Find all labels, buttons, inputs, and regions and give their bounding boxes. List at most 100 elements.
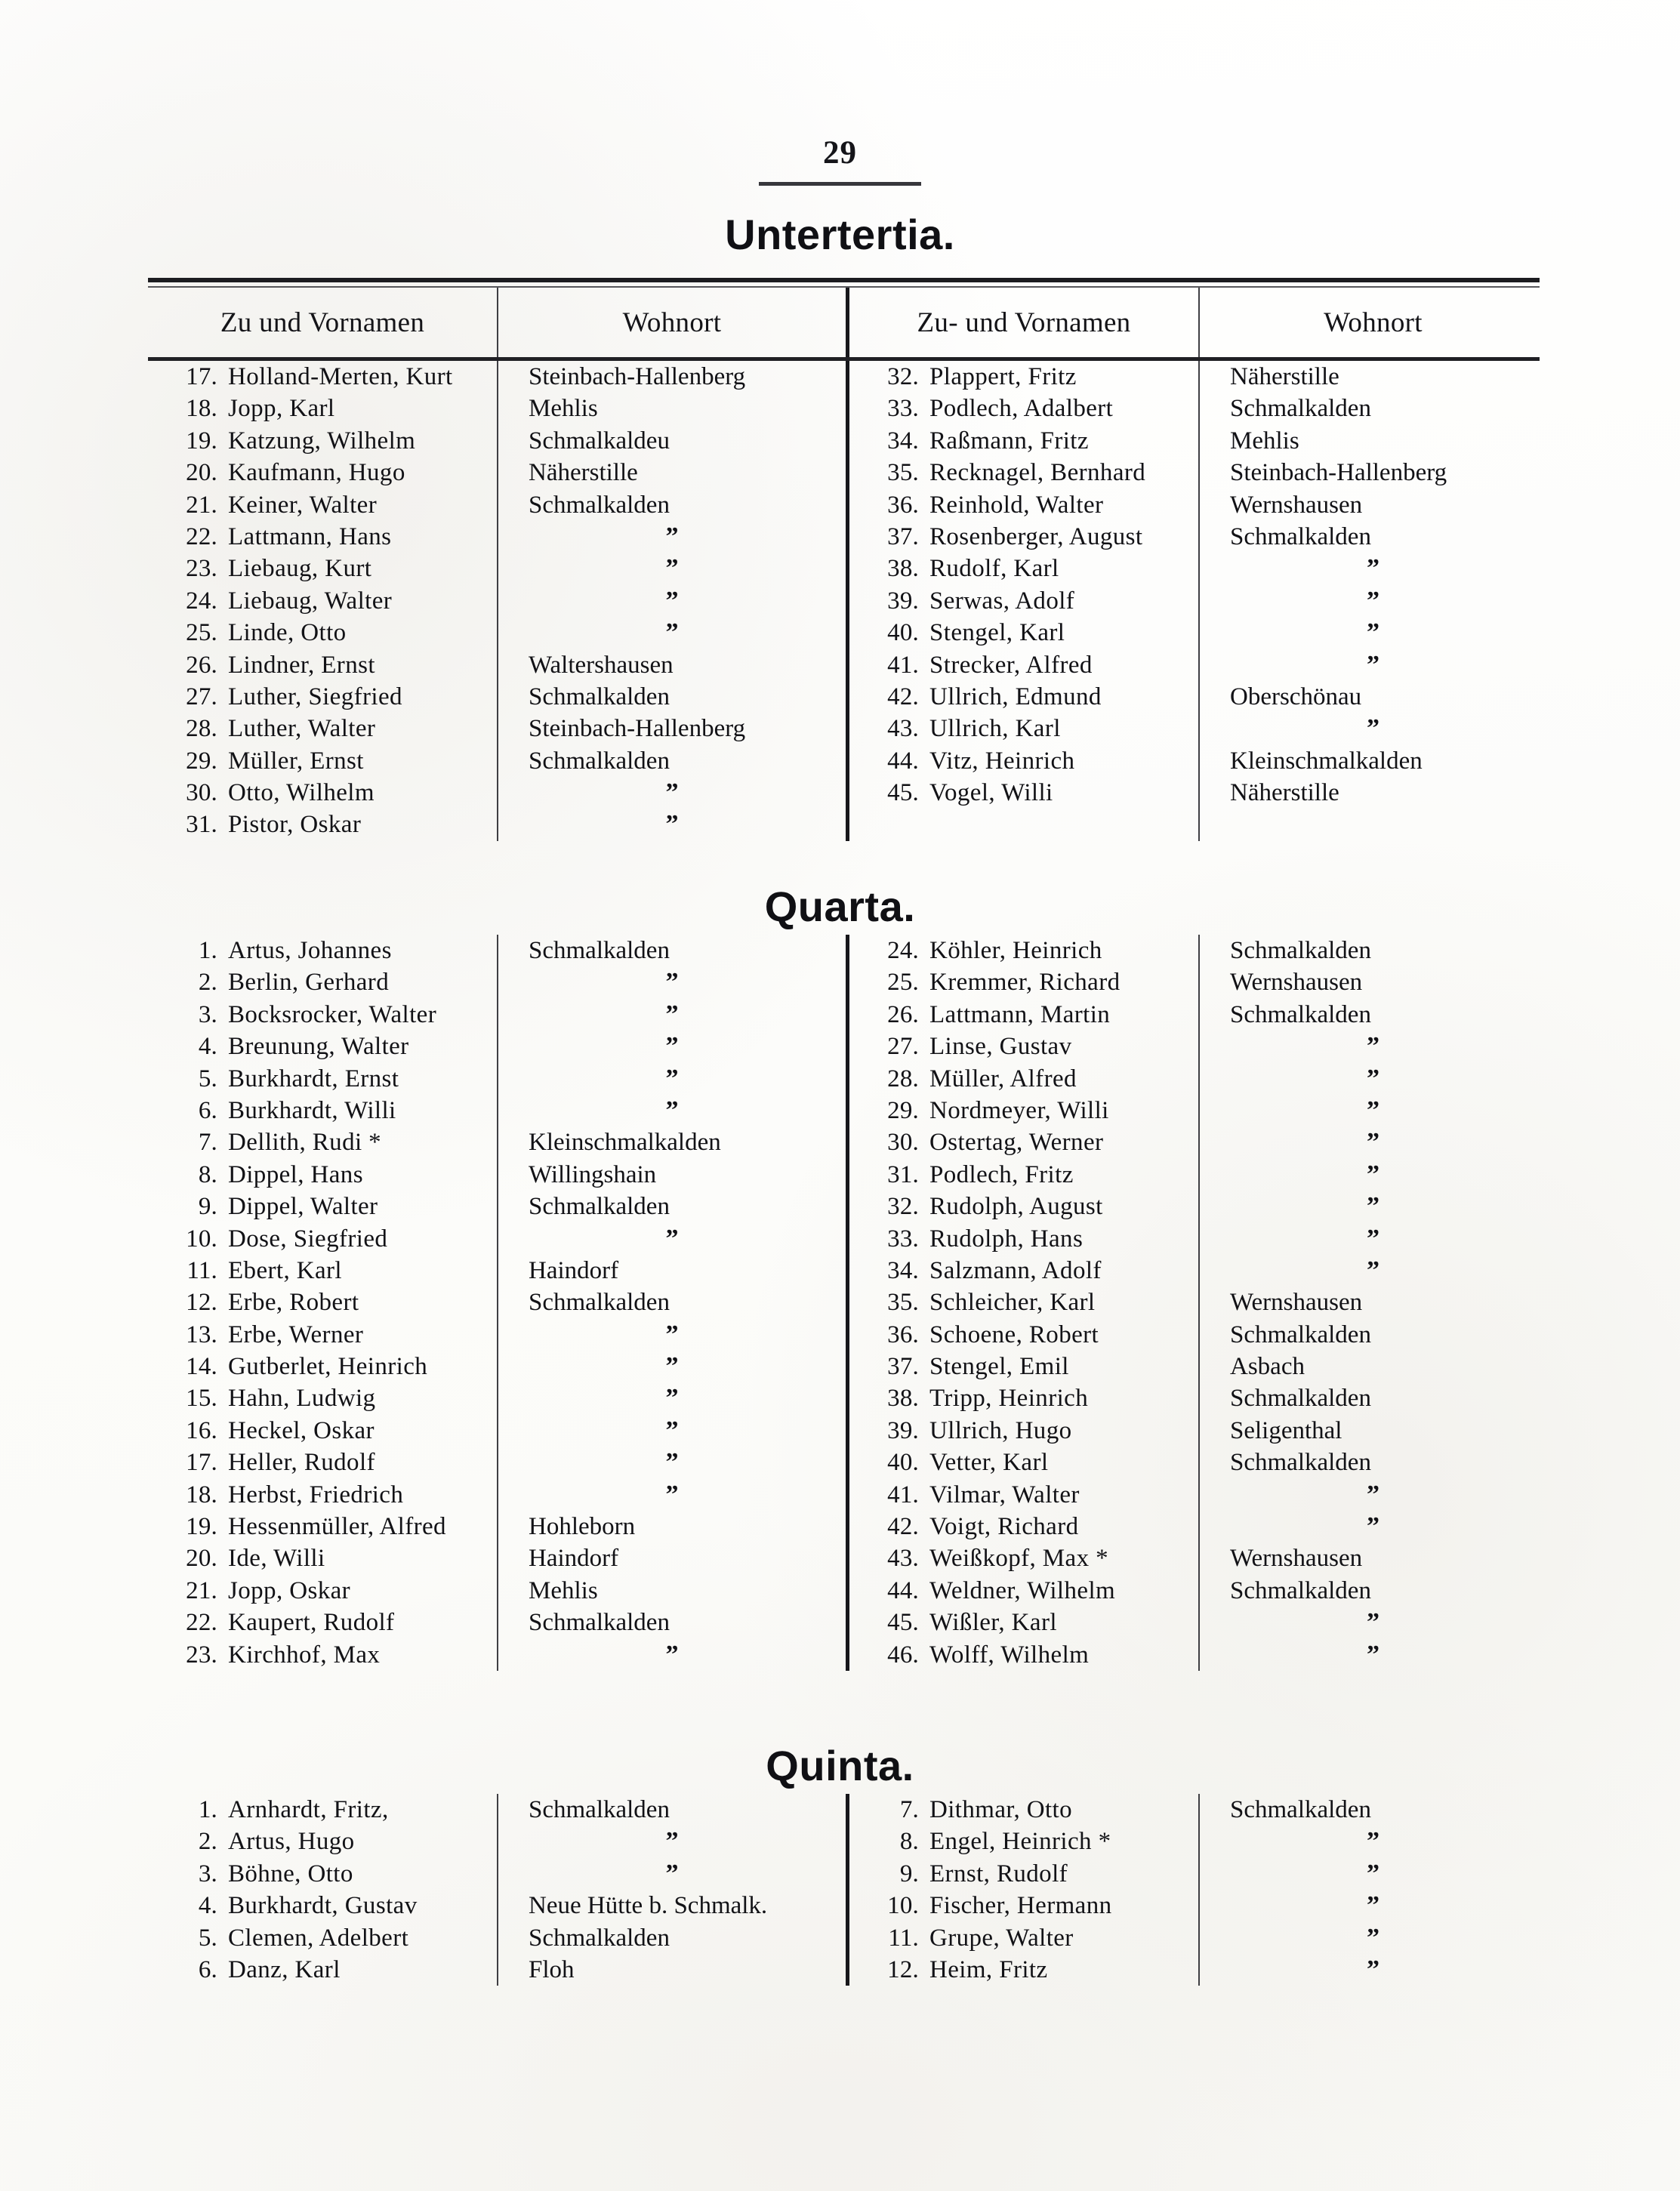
student-name: Lattmann, Martin (929, 1000, 1111, 1028)
row-number: 31. (887, 1160, 919, 1188)
ditto-mark: ” (665, 1096, 679, 1124)
row-number: 42. (887, 683, 919, 710)
table-row: 43. Weißkopf, Max * (849, 1542, 1198, 1574)
student-name: Breunung, Walter (228, 1033, 409, 1061)
table-row: 32. Rudolph, August (849, 1191, 1198, 1222)
student-name: Fischer, Hermann (929, 1892, 1112, 1920)
row-number: 10. (887, 1892, 919, 1920)
student-name: Liebaug, Walter (228, 587, 393, 615)
table-row: 23. Liebaug, Kurt (148, 553, 497, 584)
student-name: Voigt, Richard (929, 1513, 1079, 1541)
table-row: 21. Keiner, Walter (148, 489, 497, 521)
table-row: 22. Lattmann, Hans (148, 521, 497, 553)
table-row: 7. Dellith, Rudi * (148, 1126, 497, 1158)
student-name: Arnhardt, Fritz, (228, 1796, 389, 1823)
ditto-mark: ” (1367, 586, 1379, 615)
student-name: Dippel, Walter (228, 1193, 378, 1221)
residence-value: Mehlis (529, 1576, 598, 1604)
student-name: Erbe, Werner (228, 1320, 364, 1348)
student-name: Kremmer, Richard (929, 969, 1121, 997)
row-number: 4. (198, 1033, 217, 1061)
student-name: Rudolf, Karl (929, 555, 1059, 583)
student-name: Heim, Fritz (929, 1955, 1048, 1983)
table-row: 33. Rudolph, Hans (849, 1223, 1198, 1255)
table-row: 44. Vitz, Heinrich (849, 745, 1198, 777)
table-row: 40. Stengel, Karl (849, 617, 1198, 649)
ditto-mark: ” (665, 1859, 679, 1887)
table-row: 8. Dippel, Hans (148, 1159, 497, 1191)
row-number: 1. (198, 1796, 217, 1823)
row-number: 35. (887, 1289, 919, 1317)
student-name: Artus, Johannes (228, 937, 392, 964)
residence-value: Schmalkalden (529, 937, 670, 964)
student-name: Burkhardt, Ernst (228, 1065, 399, 1092)
ditto-mark: ” (665, 1640, 679, 1669)
ditto-mark: ” (1367, 1512, 1379, 1541)
row-number: 44. (887, 1576, 919, 1604)
student-name: Hahn, Ludwig (228, 1385, 376, 1413)
table-row: 35. Recknagel, Bernhard (849, 457, 1198, 488)
student-name: Dippel, Hans (228, 1160, 363, 1188)
table-row: 39. Ullrich, Hugo (849, 1415, 1198, 1447)
residence-value: Näherstille (1230, 779, 1339, 807)
student-name: Vitz, Heinrich (929, 747, 1075, 775)
table-row: 44. Weldner, Wilhelm (849, 1575, 1198, 1607)
ditto-mark: ” (665, 554, 679, 583)
table-row: 1. Arnhardt, Fritz, (148, 1794, 497, 1826)
table-row: 16. Heckel, Oskar (148, 1415, 497, 1447)
row-number: 43. (887, 715, 919, 743)
residence-value: Wernshausen (1230, 969, 1363, 997)
table-row: 26. Lattmann, Martin (849, 999, 1198, 1031)
row-number: 31. (186, 811, 217, 839)
row-number: 14. (186, 1353, 217, 1381)
row-number: 12. (186, 1289, 217, 1317)
table-row: 37. Stengel, Emil (849, 1351, 1198, 1382)
page-number: 29 (823, 135, 857, 171)
table-row: 29. Müller, Ernst (148, 745, 497, 777)
residence-value: Schmalkalden (529, 683, 670, 710)
student-name: Kaufmann, Hugo (228, 459, 405, 487)
student-name: Nordmeyer, Willi (929, 1096, 1109, 1124)
table-row: 17. Holland-Merten, Kurt (148, 361, 497, 393)
row-number: 3. (198, 1860, 217, 1887)
student-name: Böhne, Otto (228, 1860, 353, 1887)
wohnort-column-right: Schmalkalden ” ” ” ” ” (1200, 1794, 1546, 1986)
row-number: 36. (887, 1320, 919, 1348)
ditto-mark: ” (665, 1224, 679, 1253)
row-number: 34. (887, 427, 919, 455)
ditto-mark: ” (665, 1384, 679, 1413)
table-row: 37. Rosenberger, August (849, 521, 1198, 553)
table-row: 5. Burkhardt, Ernst (148, 1063, 497, 1095)
name-column-right: 32. Plappert, Fritz 33. Podlech, Adalbert 34… (849, 361, 1198, 841)
ditto-mark: ” (665, 778, 679, 807)
table-row: 38. Tripp, Heinrich (849, 1382, 1198, 1414)
table-header-bottom-rule (148, 357, 1540, 361)
student-name: Berlin, Gerhard (228, 969, 390, 997)
row-number: 17. (186, 363, 217, 390)
row-number: 20. (186, 459, 217, 487)
table-row: 14. Gutberlet, Heinrich (148, 1351, 497, 1382)
row-number: 26. (887, 1000, 919, 1028)
student-name: Burkhardt, Willi (228, 1096, 396, 1124)
row-number: 22. (186, 1609, 217, 1637)
section-title-quarta: Quarta. (764, 883, 916, 930)
table-row: 22. Kaupert, Rudolf (148, 1607, 497, 1638)
row-number: 23. (186, 1641, 217, 1669)
row-number: 30. (887, 1129, 919, 1157)
row-number: 28. (186, 715, 217, 743)
page-number-block: 29 (0, 134, 1680, 186)
section-title-quinta: Quinta. (766, 1742, 914, 1789)
student-name: Wißler, Karl (929, 1609, 1057, 1637)
column-divider (1198, 361, 1200, 841)
ditto-mark: ” (1367, 650, 1379, 679)
wohnort-column-left: Schmalkalden ” ” ” ” ” Kleinschmalkalden Willin… (498, 935, 846, 1671)
column-header-name-right: Zu- und Vornamen (917, 307, 1131, 338)
ditto-mark: ” (1367, 1891, 1379, 1920)
student-name: Stengel, Karl (929, 619, 1065, 647)
student-name: Engel, Heinrich * (929, 1828, 1111, 1856)
residence-value: Schmalkalden (1230, 1576, 1371, 1604)
row-number: 45. (887, 779, 919, 807)
ditto-mark: ” (665, 1320, 679, 1348)
student-name: Podlech, Adalbert (929, 395, 1114, 423)
